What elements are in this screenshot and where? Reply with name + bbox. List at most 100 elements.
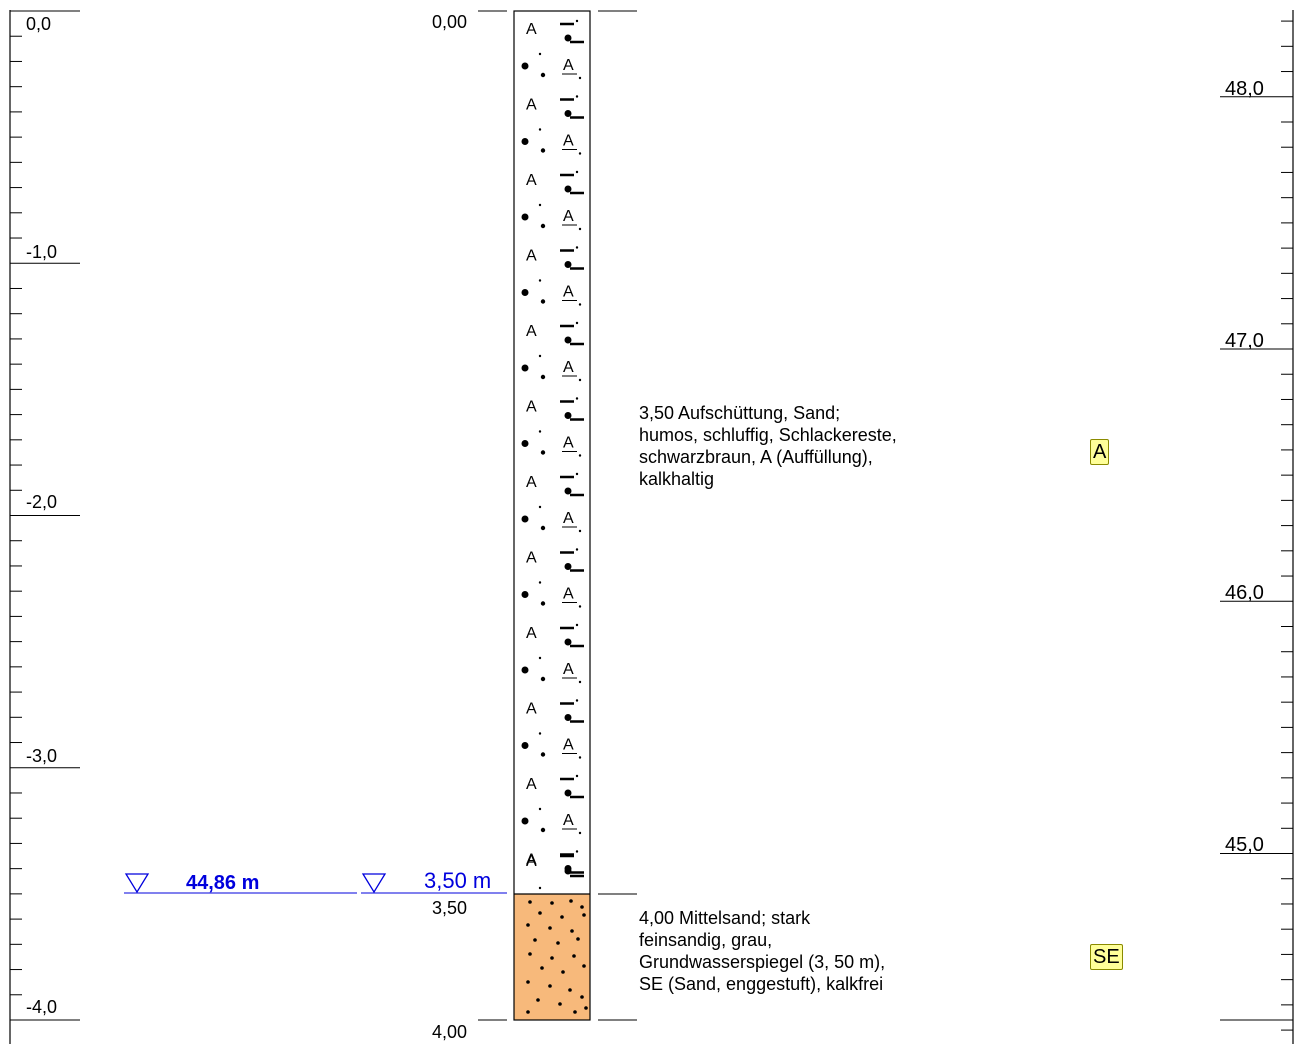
fill-dot-mark <box>575 95 579 98</box>
fill-dot-mark <box>538 656 542 660</box>
fill-slag-dot <box>521 364 529 372</box>
fill-a-glyph: A <box>563 284 574 301</box>
column-top-depth: 0,00 <box>432 12 467 32</box>
sand-dot <box>556 941 560 945</box>
fill-a-glyph: A <box>563 359 574 376</box>
fill-slag-dot <box>521 666 529 674</box>
fill-slag-dot <box>564 487 572 495</box>
fill-dot-mark <box>578 756 582 759</box>
sand-dot <box>569 899 573 903</box>
fill-dot-mark <box>540 299 546 304</box>
fill-a-glyph: A <box>563 57 574 74</box>
left-scale-label-4: -4,0 <box>26 997 57 1017</box>
sand-dot <box>580 905 584 909</box>
fill-dot-mark <box>540 374 546 380</box>
groundwater-marker: 44,86 m 3,50 m <box>124 868 507 894</box>
sand-dot <box>548 984 552 988</box>
fill-dot-mark <box>540 223 546 229</box>
fill-dot-mark <box>575 548 579 551</box>
fill-slag-dot <box>564 185 572 193</box>
fill-dot-mark <box>575 397 579 400</box>
sand-dot <box>550 901 554 905</box>
fill-slag-dot <box>564 714 572 721</box>
fill-dot-mark <box>538 203 542 207</box>
right-scale-label-3: 45,0 <box>1225 834 1264 856</box>
sand-dot <box>526 923 530 927</box>
groundwater-depth: 3,50 m <box>424 868 491 893</box>
fill-dot-mark <box>540 525 546 531</box>
fill-slag-dot <box>564 789 572 797</box>
fill-dot-mark <box>575 246 579 249</box>
fill-dot-mark <box>575 321 579 325</box>
fill-dot-mark <box>538 279 542 282</box>
fill-dot-mark <box>540 601 546 606</box>
fill-dot-mark <box>575 774 579 778</box>
sand-dot <box>558 1002 562 1006</box>
fill-dot-mark <box>578 529 582 533</box>
fill-slag-dot <box>521 591 529 598</box>
fill-slag-dot <box>564 336 572 344</box>
layer-2-code-badge: SE <box>1090 944 1123 970</box>
fill-slag-dot <box>521 742 529 749</box>
fill-dot-mark <box>578 76 582 80</box>
fill-dot-mark <box>578 831 582 835</box>
fill-a-glyph: A <box>526 172 537 189</box>
fill-dot-mark <box>578 605 582 608</box>
fill-dot-mark <box>578 680 582 684</box>
fill-dot-mark <box>575 472 579 476</box>
fill-dot-mark <box>575 170 579 174</box>
fill-slag-dot <box>521 62 529 70</box>
fill-slag-dot <box>521 213 529 221</box>
fill-a-glyph: A <box>563 661 574 678</box>
left-scale-label-1: -1,0 <box>26 242 57 262</box>
fill-a-glyph: A <box>526 474 537 491</box>
fill-dot-mark <box>578 303 582 306</box>
fill-dot-mark <box>540 752 546 757</box>
fill-dot-mark <box>575 19 579 23</box>
right-scale-label-1: 47,0 <box>1225 330 1264 352</box>
fill-slag-dot <box>521 138 529 145</box>
sand-dot <box>533 938 537 942</box>
fill-slag-dot <box>564 34 572 42</box>
fill-a-glyph: A <box>563 586 574 603</box>
fill-dot-mark <box>540 72 546 78</box>
sand-dot <box>582 964 586 968</box>
fill-dot-mark <box>540 148 546 153</box>
fill-dot-mark <box>538 430 542 433</box>
left-scale-label-3: -3,0 <box>26 746 57 766</box>
fill-dot-mark <box>540 676 546 682</box>
column-bottom-depth: 4,00 <box>432 1022 467 1042</box>
fill-dot-mark <box>575 850 579 853</box>
fill-slag-dot <box>564 110 572 117</box>
fill-a-glyph: A <box>526 776 537 793</box>
fill-dot-mark <box>575 699 579 702</box>
fill-a-glyph: A <box>526 701 537 718</box>
fill-dot-mark <box>578 454 582 457</box>
fill-a-glyph: A <box>526 399 537 416</box>
groundwater-triangle-icon <box>124 873 150 894</box>
sand-dot <box>550 956 554 960</box>
fill-dot-mark <box>578 378 582 382</box>
fill-slag-dot <box>564 563 572 570</box>
fill-a-glyph: A <box>563 737 574 754</box>
fill-a-glyph: A <box>526 853 537 870</box>
groundwater-depth-triangle-icon <box>361 873 387 894</box>
fill-a-glyph: A <box>563 510 574 527</box>
sand-dot <box>584 1006 588 1010</box>
left-depth-scale: 0,0 -1,0 -2,0 -3,0 -4,0 <box>9 10 80 1044</box>
left-scale-label-0: 0,0 <box>26 14 51 34</box>
fill-a-glyph: A <box>563 133 574 150</box>
fill-a-glyph: A <box>563 812 574 829</box>
sand-dot <box>536 998 540 1002</box>
layer-1-code-badge: A <box>1090 439 1110 465</box>
fill-dot-mark <box>538 732 542 735</box>
fill-a-glyph: A <box>526 323 537 340</box>
fill-a-glyph: A <box>526 248 537 265</box>
fill-dot-mark <box>538 581 542 584</box>
fill-dot-mark <box>578 227 582 231</box>
fill-a-glyph: A <box>526 550 537 567</box>
sand-dot <box>560 915 564 919</box>
